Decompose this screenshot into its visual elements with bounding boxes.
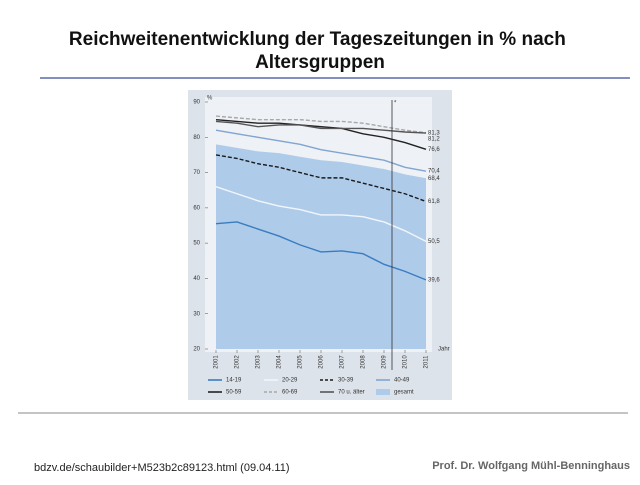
y-tick-label: 90 xyxy=(193,100,200,106)
x-axis-label: Jahr xyxy=(438,347,450,353)
title-line: Reichweitenentwicklung der Tageszeitunge… xyxy=(69,29,566,50)
value-label: 81,3 xyxy=(428,130,440,136)
value-label: 39,6 xyxy=(428,277,440,283)
legend-label: 14-19 xyxy=(226,378,242,384)
x-tick-label: 2002 xyxy=(235,355,241,369)
line xyxy=(215,186,427,243)
area xyxy=(216,144,426,349)
value-label: 76,6 xyxy=(428,147,440,153)
footer-author: Prof. Dr. Wolfgang Mühl-Benninghaus xyxy=(432,460,630,472)
footer-source: bdzv.de/schaubilder+M523b2c89123.html (0… xyxy=(34,462,290,474)
legend-label: gesamt xyxy=(394,390,414,396)
value-label: 70,4 xyxy=(428,169,440,175)
x-tick-label: 2007 xyxy=(340,355,346,369)
slide-title: Reichweitenentwicklung der Tageszeitunge… xyxy=(69,29,571,73)
x-tick-label: 2005 xyxy=(298,355,304,369)
y-tick-label: 40 xyxy=(193,276,200,282)
plot: 20 30 40 50 60 70 80 90% Jahr 2001 2002 2003 2004 200… xyxy=(193,96,449,369)
line xyxy=(215,115,427,134)
y-tick-label: 50 xyxy=(193,241,200,247)
line xyxy=(215,221,427,281)
y-tick-label: 30 xyxy=(193,311,200,317)
value-label: 81,2 xyxy=(428,136,440,142)
x-tick-label: 2011 xyxy=(424,355,430,369)
divider-marker: * xyxy=(394,101,397,107)
line xyxy=(215,129,427,172)
y-tick-label: 20 xyxy=(193,347,200,353)
x-tick-label: 2009 xyxy=(382,355,388,369)
legend-label: 70 u. älter xyxy=(338,390,365,396)
legend-swatch xyxy=(376,389,390,395)
x-tick-label: 2008 xyxy=(361,355,367,369)
x-tick-label: 2003 xyxy=(256,355,262,369)
legend-label: 60-69 xyxy=(282,390,298,396)
x-tick-label: 2006 xyxy=(319,355,325,369)
legend-label: 30-39 xyxy=(338,378,354,384)
x-tick-label: 2010 xyxy=(403,355,409,369)
line xyxy=(215,120,427,134)
legend-label: 50-59 xyxy=(226,390,242,396)
value-label: 68,4 xyxy=(428,176,440,182)
y-tick-label: 60 xyxy=(193,205,200,211)
x-tick-label: 2001 xyxy=(214,355,220,369)
line xyxy=(215,118,427,150)
title-line: Altersgruppen xyxy=(255,52,385,73)
value-label: 61,8 xyxy=(428,199,440,205)
y-tick-label: 70 xyxy=(193,170,200,176)
y-tick-label: 80 xyxy=(193,135,200,141)
value-label: 50,5 xyxy=(428,239,440,245)
legend-label: 40-49 xyxy=(394,378,410,384)
y-axis-label: % xyxy=(207,96,213,102)
legend-label: 20-29 xyxy=(282,378,298,384)
x-tick-label: 2004 xyxy=(277,355,283,369)
